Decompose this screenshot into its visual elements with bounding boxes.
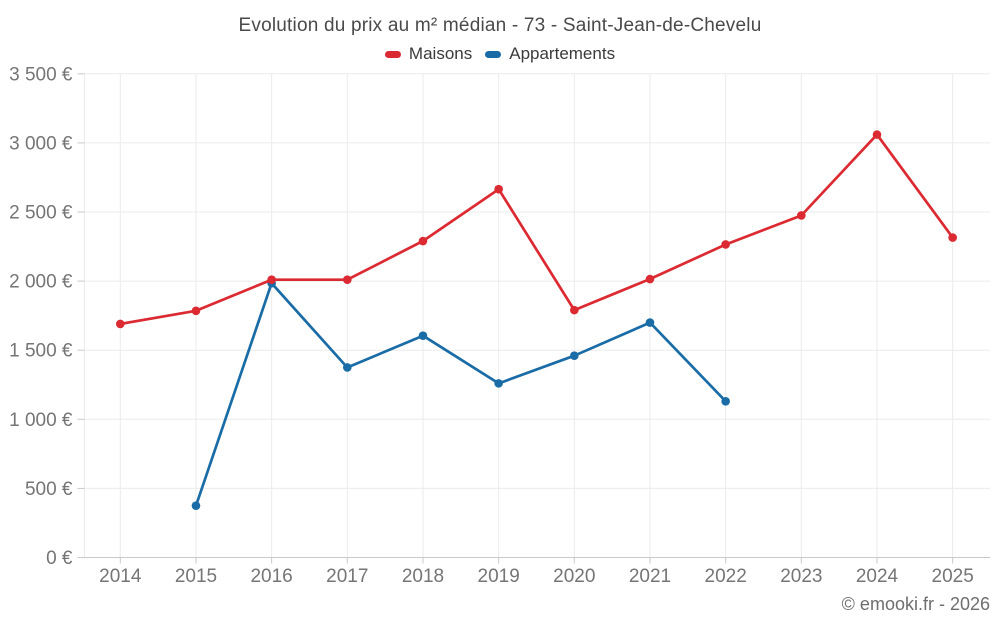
legend-label-maisons: Maisons — [408, 44, 473, 63]
svg-text:2016: 2016 — [250, 566, 292, 587]
svg-text:2018: 2018 — [402, 566, 444, 587]
chart-legend: Maisons Appartements — [0, 43, 1000, 65]
copyright: © emooki.fr - 2026 — [841, 594, 990, 614]
maisons-swatch-icon — [384, 50, 401, 58]
series-maisons — [116, 130, 957, 329]
svg-text:2017: 2017 — [326, 566, 368, 587]
axes — [77, 73, 990, 564]
legend-item-maisons[interactable]: Maisons — [384, 44, 473, 64]
svg-text:3 000 €: 3 000 € — [9, 133, 73, 154]
legend-label-appartements: Appartements — [509, 44, 616, 63]
svg-text:2023: 2023 — [780, 566, 822, 587]
appartements-swatch-icon — [485, 50, 502, 58]
gridlines — [84, 73, 990, 558]
svg-text:2025: 2025 — [932, 566, 974, 587]
legend-item-appartements[interactable]: Appartements — [485, 44, 615, 64]
svg-text:2020: 2020 — [553, 566, 595, 587]
svg-text:2022: 2022 — [705, 566, 747, 587]
svg-text:2 000 €: 2 000 € — [9, 272, 73, 293]
svg-text:2024: 2024 — [856, 566, 899, 587]
svg-text:1 000 €: 1 000 € — [9, 410, 73, 431]
svg-text:1 500 €: 1 500 € — [9, 341, 73, 362]
svg-text:2 500 €: 2 500 € — [9, 203, 73, 224]
svg-text:2021: 2021 — [629, 566, 671, 587]
svg-text:2019: 2019 — [478, 566, 520, 587]
chart-title: Evolution du prix au m² médian - 73 - Sa… — [238, 15, 762, 36]
svg-text:2015: 2015 — [175, 566, 217, 587]
svg-text:2014: 2014 — [99, 566, 142, 587]
series-appartements — [191, 278, 730, 510]
x-axis-labels: 2014 2015 2016 2017 2018 2019 2020 2021 2022 2023… — [99, 566, 974, 587]
svg-text:500 €: 500 € — [25, 479, 73, 500]
svg-text:0 €: 0 € — [46, 548, 73, 569]
svg-text:3 500 €: 3 500 € — [9, 64, 73, 85]
y-axis-labels: 0 € 500 € 1 000 € 1 500 € 2 000 € 2 500 € 3 00… — [9, 64, 73, 569]
